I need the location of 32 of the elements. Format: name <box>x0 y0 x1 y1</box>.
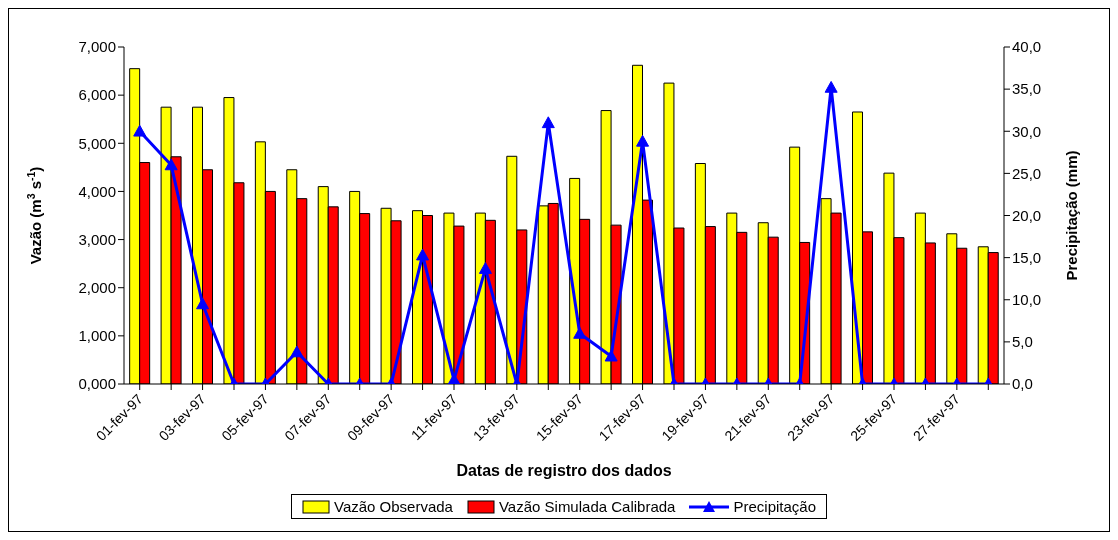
point <box>541 116 555 129</box>
point <box>133 124 147 137</box>
point <box>636 134 650 147</box>
y-tick-label: 6,000 <box>78 86 116 104</box>
y-tick-label: 2,000 <box>78 279 116 297</box>
legend-label: Precipitação <box>732 498 816 515</box>
y2-tick-label: 40,0 <box>1012 38 1042 56</box>
y-tick-label: 5,000 <box>78 134 116 152</box>
y2-axis-title: Precipitação (mm) <box>1063 150 1080 281</box>
y-tick-label: 4,000 <box>78 182 116 200</box>
y2-tick-label: 10,0 <box>1012 291 1042 309</box>
y2-tick-label: 25,0 <box>1012 164 1042 182</box>
y-tick-label: 1,000 <box>78 327 116 345</box>
y-tick-label: 0,000 <box>78 375 116 393</box>
y2-tick-label: 5,0 <box>1012 333 1033 351</box>
x-axis-title: Datas de registro dos dados <box>456 462 672 479</box>
y-tick-label: 3,000 <box>78 230 116 248</box>
y-tick-label: 7,000 <box>78 38 116 56</box>
y2-tick-label: 30,0 <box>1012 122 1042 140</box>
point <box>824 80 838 93</box>
point <box>164 158 178 171</box>
legend-label: Vazão Simulada Calibrada <box>497 498 676 515</box>
y2-tick-label: 0,0 <box>1012 375 1033 393</box>
y2-tick-label: 15,0 <box>1012 248 1042 266</box>
legend-label: Vazão Observada <box>333 498 453 515</box>
point <box>478 262 492 274</box>
point <box>416 248 430 261</box>
point <box>573 326 587 339</box>
point <box>447 373 461 384</box>
y2-tick-label: 20,0 <box>1012 206 1042 224</box>
y2-tick-label: 35,0 <box>1012 80 1042 98</box>
point <box>196 297 210 310</box>
